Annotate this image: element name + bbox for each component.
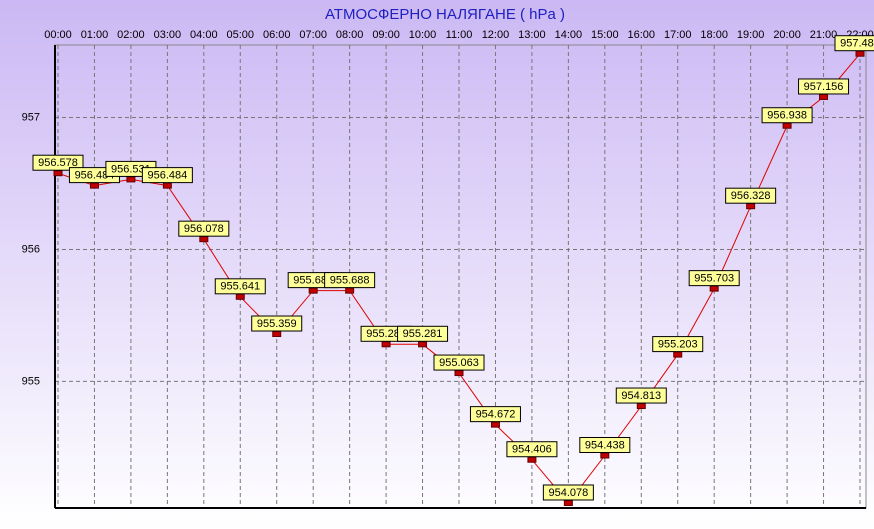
point bbox=[162, 182, 172, 189]
value-label: 956.531 bbox=[111, 163, 151, 175]
point bbox=[673, 351, 683, 358]
value-label: 955.281 bbox=[403, 328, 443, 340]
point bbox=[345, 287, 355, 294]
x-tick-label: 18:00 bbox=[700, 29, 728, 41]
x-tick-label: 00:00 bbox=[44, 29, 72, 41]
value-label-box bbox=[251, 315, 303, 332]
value-label-box bbox=[469, 406, 521, 423]
value-label: 955.703 bbox=[694, 273, 734, 285]
x-tick-label: 11:00 bbox=[446, 29, 473, 41]
point bbox=[527, 456, 537, 463]
point bbox=[199, 236, 209, 243]
value-label-box bbox=[214, 278, 266, 295]
value-label-box bbox=[615, 387, 667, 404]
value-label-box bbox=[688, 270, 740, 287]
value-label-box bbox=[433, 354, 485, 371]
value-label: 956.328 bbox=[731, 190, 771, 202]
x-tick-label: 12:00 bbox=[482, 29, 510, 41]
x-tick-label: 07:00 bbox=[299, 29, 327, 41]
value-label: 955.641 bbox=[220, 281, 260, 293]
x-tick-label: 16:00 bbox=[628, 29, 656, 41]
x-tick-label: 03:00 bbox=[154, 29, 182, 41]
value-label: 955.359 bbox=[257, 318, 297, 330]
x-tick-label: 21:00 bbox=[810, 29, 838, 41]
point bbox=[855, 50, 865, 57]
value-label: 955.688 bbox=[330, 275, 370, 287]
value-label-box bbox=[725, 187, 777, 204]
point bbox=[381, 341, 391, 348]
point bbox=[782, 122, 792, 129]
point bbox=[600, 452, 610, 459]
value-label: 954.672 bbox=[476, 409, 516, 421]
value-label-box bbox=[652, 336, 704, 353]
point bbox=[636, 403, 646, 410]
value-label: 956.938 bbox=[767, 110, 807, 122]
value-label: 956.484 bbox=[147, 170, 187, 182]
x-tick-label: 04:00 bbox=[190, 29, 218, 41]
point bbox=[308, 287, 318, 294]
value-label-box bbox=[32, 154, 84, 171]
value-label: 954.406 bbox=[512, 444, 552, 456]
value-label-box bbox=[506, 441, 558, 458]
value-label: 954.813 bbox=[621, 390, 661, 402]
point bbox=[235, 293, 245, 300]
x-tick-label: 13:00 bbox=[518, 29, 546, 41]
value-label: 957.156 bbox=[804, 81, 844, 93]
value-label-box bbox=[834, 35, 874, 52]
x-tick-label: 05:00 bbox=[227, 29, 255, 41]
point bbox=[709, 285, 719, 292]
value-label-box bbox=[141, 167, 193, 184]
value-label: 955.203 bbox=[658, 338, 698, 350]
point bbox=[490, 421, 500, 428]
value-label-box bbox=[324, 272, 376, 289]
value-label: 955.281 bbox=[366, 328, 406, 340]
value-label: 957.484 bbox=[840, 38, 874, 50]
value-label-box bbox=[579, 437, 631, 454]
x-tick-label: 14:00 bbox=[555, 29, 583, 41]
point bbox=[563, 499, 573, 506]
value-label: 954.078 bbox=[548, 487, 588, 499]
value-label: 956.578 bbox=[38, 157, 78, 169]
value-label: 955.688 bbox=[293, 275, 333, 287]
value-label-box bbox=[761, 107, 813, 124]
y-tick-label: 955 bbox=[22, 375, 40, 387]
x-tick-label: 02:00 bbox=[117, 29, 145, 41]
value-label-box bbox=[178, 220, 230, 237]
value-label: 956.078 bbox=[184, 223, 224, 235]
x-tick-label: 19:00 bbox=[737, 29, 765, 41]
point bbox=[126, 176, 136, 183]
y-tick-label: 957 bbox=[22, 111, 40, 123]
x-tick-label: 17:00 bbox=[664, 29, 692, 41]
value-label: 956.484 bbox=[75, 170, 115, 182]
x-tick-label: 08:00 bbox=[336, 29, 364, 41]
x-tick-label: 01:00 bbox=[81, 29, 109, 41]
value-label-box bbox=[397, 325, 449, 342]
x-tick-label: 06:00 bbox=[263, 29, 291, 41]
point bbox=[89, 182, 99, 189]
value-label-box bbox=[798, 78, 850, 95]
value-label: 955.063 bbox=[439, 357, 479, 369]
x-tick-label: 20:00 bbox=[773, 29, 801, 41]
point bbox=[272, 331, 282, 338]
chart-title: АТМОСФЕРНО НАЛЯГАНЕ ( hPa ) bbox=[325, 6, 565, 23]
value-label-box bbox=[542, 484, 594, 501]
x-tick-label: 15:00 bbox=[591, 29, 619, 41]
point bbox=[418, 341, 428, 348]
point bbox=[819, 93, 829, 100]
value-label: 954.438 bbox=[585, 439, 625, 451]
y-tick-label: 956 bbox=[22, 243, 40, 255]
point bbox=[53, 170, 63, 177]
x-tick-label: 09:00 bbox=[372, 29, 400, 41]
point bbox=[746, 203, 756, 210]
x-tick-label: 10:00 bbox=[409, 29, 437, 41]
point bbox=[454, 370, 464, 377]
